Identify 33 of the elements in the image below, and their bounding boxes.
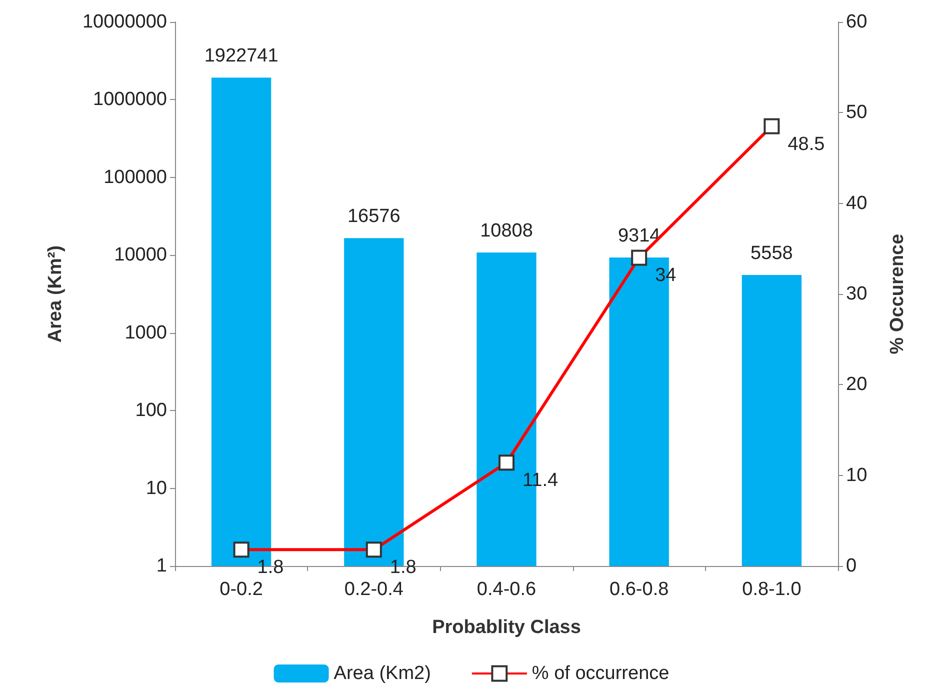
y-tick-label: 10000000 (82, 12, 167, 32)
y-tick-label: 1000000 (93, 89, 167, 110)
legend-label: % of occurrence (532, 663, 670, 684)
data-label: 16576 (347, 206, 400, 228)
data-label: 1.8 (257, 557, 284, 578)
y2-tick-label: 30 (846, 284, 868, 304)
y2-tick-label: 40 (846, 192, 868, 214)
y-tick-label: 1000 (124, 322, 167, 344)
y2-tick-label: 10 (846, 464, 868, 486)
x-tick-label: 0.8-1.0 (742, 579, 802, 600)
data-label: 1.8 (390, 557, 416, 578)
y-tick-label: 100000 (104, 166, 167, 188)
data-label: 5558 (750, 242, 793, 264)
y2-tick-label: 20 (846, 374, 868, 396)
data-label: 10808 (480, 220, 533, 242)
y-axis-title: Area (Km²) (45, 245, 66, 343)
data-label: 9314 (618, 226, 661, 247)
legend-label: Area (Km2) (334, 663, 431, 684)
y2-axis-title: % Occurence (887, 234, 908, 354)
x-tick-label: 0.2-0.4 (344, 579, 404, 600)
y-tick-label: 10000 (114, 244, 167, 266)
data-label: 48.5 (788, 134, 825, 155)
x-tick-label: 0-0.2 (220, 579, 263, 600)
y2-tick-label: 60 (846, 12, 868, 32)
x-axis-title: Probablity Class (432, 617, 581, 638)
y-tick-label: 1 (156, 556, 167, 576)
y-tick-label: 100 (135, 400, 167, 422)
y2-tick-label: 50 (846, 102, 868, 124)
y2-tick-label: 0 (846, 556, 857, 576)
x-tick-label: 0.6-0.8 (610, 579, 669, 600)
x-tick-label: 0.4-0.6 (476, 579, 536, 600)
y-tick-label: 10 (146, 478, 167, 499)
data-label: 1922741 (204, 46, 278, 67)
